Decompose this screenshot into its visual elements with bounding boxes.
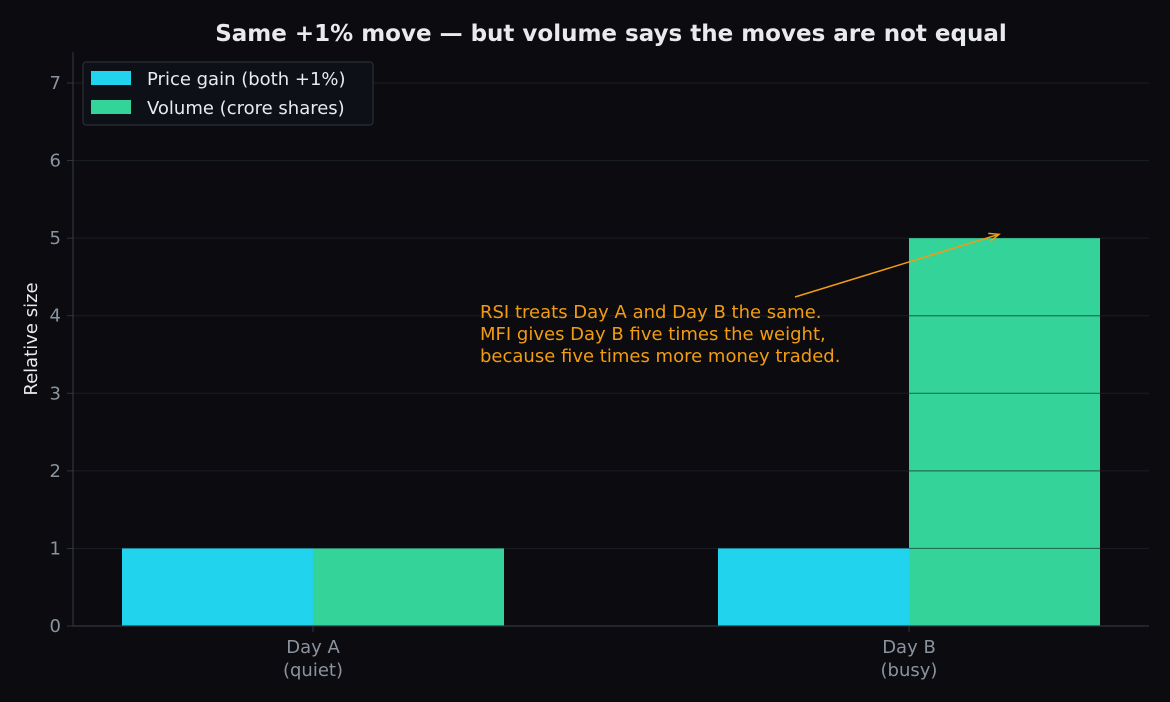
legend-label: Volume (crore shares) bbox=[147, 98, 345, 119]
chart-title: Same +1% move — but volume says the move… bbox=[215, 21, 1007, 47]
legend: Price gain (both +1%) Volume (crore share… bbox=[82, 61, 374, 126]
y-tick-label: 4 bbox=[50, 306, 61, 327]
bar-volume bbox=[909, 238, 1100, 626]
legend-swatch bbox=[91, 71, 131, 85]
x-tick-label: Day A bbox=[286, 637, 340, 658]
legend-box bbox=[82, 61, 374, 126]
x-tick-label: (quiet) bbox=[283, 660, 343, 681]
bar-volume bbox=[313, 548, 504, 626]
y-tick-label: 2 bbox=[50, 461, 61, 482]
annotation-text: because five times more money traded. bbox=[480, 346, 840, 367]
annotation: RSI treats Day A and Day B the same.MFI … bbox=[480, 232, 1001, 367]
bar-price-gain bbox=[122, 548, 313, 626]
legend-label: Price gain (both +1%) bbox=[147, 69, 346, 90]
y-tick-label: 0 bbox=[50, 616, 61, 637]
y-tick-label: 6 bbox=[50, 151, 61, 172]
bar-price-gain bbox=[718, 548, 909, 626]
y-axis-label: Relative size bbox=[21, 282, 42, 395]
annotation-text: MFI gives Day B five times the weight, bbox=[480, 324, 826, 345]
x-tick-label: (busy) bbox=[881, 660, 938, 681]
y-tick-label: 3 bbox=[50, 383, 61, 404]
x-tick-label: Day B bbox=[882, 637, 936, 658]
y-tick-label: 1 bbox=[50, 538, 61, 559]
bars bbox=[122, 238, 1100, 626]
y-tick-label: 7 bbox=[50, 73, 61, 94]
axes: 0 1 2 3 4 5 6 7 Day A(quiet) Day B(busy) bbox=[50, 52, 1149, 681]
y-tick-label: 5 bbox=[50, 228, 61, 249]
legend-swatch bbox=[91, 100, 131, 114]
annotation-arrowhead bbox=[988, 232, 1001, 242]
annotation-arrow bbox=[794, 233, 1000, 298]
annotation-text: RSI treats Day A and Day B the same. bbox=[480, 302, 822, 323]
